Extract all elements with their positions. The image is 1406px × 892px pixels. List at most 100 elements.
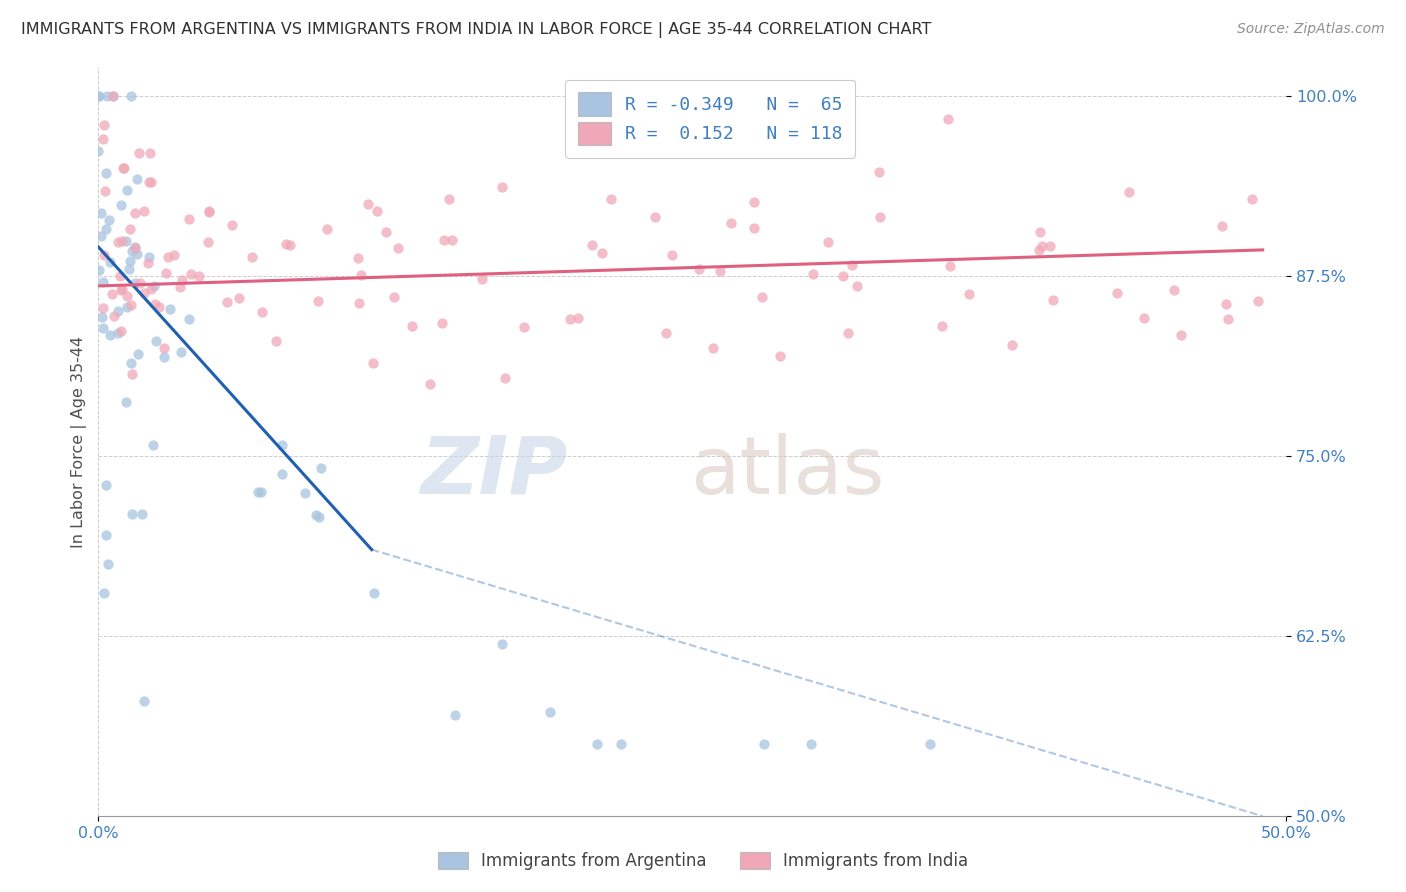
Point [115,395,138,409]
Point [347,252,370,266]
Point [1216,311,1239,326]
Point [350,268,373,282]
Point [366,204,388,219]
Point [132,285,155,300]
Point [307,293,329,308]
Point [1170,327,1192,342]
Point [97,557,120,571]
Point [610,737,633,751]
Point [112,161,135,175]
Point [250,305,273,319]
Point [153,351,176,365]
Point [138,175,160,189]
Point [136,256,159,270]
Point [118,261,141,276]
Point [127,172,149,186]
Point [110,198,132,212]
Point [752,737,775,751]
Point [1028,225,1050,239]
Point [433,233,456,247]
Point [305,508,328,522]
Point [89,262,111,277]
Point [115,234,138,248]
Point [110,269,132,284]
Point [121,507,143,521]
Point [170,345,193,359]
Point [1039,239,1062,253]
Point [97,212,120,227]
Point [1031,239,1053,253]
Point [107,235,129,249]
Point [430,316,453,330]
Point [143,297,166,311]
Point [118,253,141,268]
Text: atlas: atlas [690,433,884,510]
Point [1241,192,1264,206]
Point [128,277,150,291]
Point [179,311,201,326]
Point [1133,311,1156,326]
Point [363,585,385,599]
Point [221,219,243,233]
Point [117,289,139,303]
Point [180,267,202,281]
Point [250,485,273,500]
Point [1000,338,1022,352]
Point [148,300,170,314]
Point [155,266,177,280]
Point [169,279,191,293]
Point [124,206,146,220]
Point [91,321,114,335]
Point [93,301,115,316]
Point [278,237,301,252]
Point [1105,286,1128,301]
Point [163,248,186,262]
Point [538,705,561,719]
Point [98,327,121,342]
Point [110,324,132,338]
Legend: R = -0.349   N =  65, R =  0.152   N = 118: R = -0.349 N = 65, R = 0.152 N = 118 [565,79,855,158]
Point [142,437,165,451]
Point [868,165,890,179]
Text: Source: ZipAtlas.com: Source: ZipAtlas.com [1237,22,1385,37]
Point [382,290,405,304]
Point [240,250,263,264]
Point [124,276,146,290]
Point [118,222,141,236]
Point [401,319,423,334]
Point [107,304,129,318]
Point [361,356,384,370]
Point [1215,297,1237,311]
Point [801,268,824,282]
Point [709,264,731,278]
Point [644,210,666,224]
Point [121,367,143,381]
Point [101,88,124,103]
Point [90,228,112,243]
Point [720,215,742,229]
Point [591,246,613,260]
Point [107,326,129,341]
Point [117,183,139,197]
Point [94,477,117,491]
Point [156,251,179,265]
Point [491,179,513,194]
Point [87,144,110,158]
Point [91,132,114,146]
Point [134,694,156,708]
Point [437,192,460,206]
Point [869,211,891,225]
Point [655,326,678,341]
Point [94,184,117,198]
Point [558,312,581,326]
Point [1211,219,1233,233]
Point [139,146,162,161]
Point [347,295,370,310]
Point [419,376,441,391]
Point [93,586,115,600]
Text: IMMIGRANTS FROM ARGENTINA VS IMMIGRANTS FROM INDIA IN LABOR FORCE | AGE 35-44 CO: IMMIGRANTS FROM ARGENTINA VS IMMIGRANTS … [21,22,931,38]
Point [274,236,297,251]
Point [128,146,150,161]
Point [159,302,181,317]
Point [387,241,409,255]
